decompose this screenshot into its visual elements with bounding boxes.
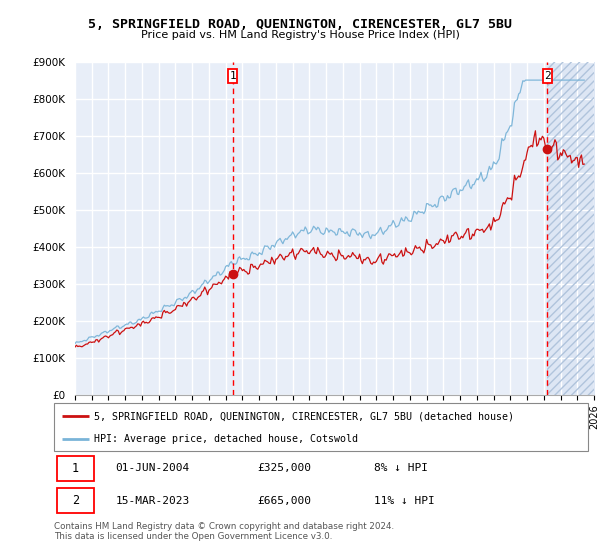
Text: Contains HM Land Registry data © Crown copyright and database right 2024.
This d: Contains HM Land Registry data © Crown c… <box>54 522 394 542</box>
Text: 15-MAR-2023: 15-MAR-2023 <box>115 496 190 506</box>
Text: 2: 2 <box>544 71 551 81</box>
Text: Price paid vs. HM Land Registry's House Price Index (HPI): Price paid vs. HM Land Registry's House … <box>140 30 460 40</box>
Text: HPI: Average price, detached house, Cotswold: HPI: Average price, detached house, Cots… <box>94 434 358 444</box>
FancyBboxPatch shape <box>56 488 94 514</box>
Text: £325,000: £325,000 <box>257 464 311 473</box>
FancyBboxPatch shape <box>56 455 94 481</box>
Bar <box>547 62 594 395</box>
Text: 5, SPRINGFIELD ROAD, QUENINGTON, CIRENCESTER, GL7 5BU (detached house): 5, SPRINGFIELD ROAD, QUENINGTON, CIRENCE… <box>94 411 514 421</box>
Text: 01-JUN-2004: 01-JUN-2004 <box>115 464 190 473</box>
Text: 8% ↓ HPI: 8% ↓ HPI <box>374 464 428 473</box>
FancyBboxPatch shape <box>54 403 588 451</box>
FancyBboxPatch shape <box>542 69 552 83</box>
FancyBboxPatch shape <box>228 69 238 83</box>
Text: 2: 2 <box>72 494 79 507</box>
Text: 5, SPRINGFIELD ROAD, QUENINGTON, CIRENCESTER, GL7 5BU: 5, SPRINGFIELD ROAD, QUENINGTON, CIRENCE… <box>88 18 512 31</box>
Text: £665,000: £665,000 <box>257 496 311 506</box>
Text: 11% ↓ HPI: 11% ↓ HPI <box>374 496 435 506</box>
Text: 1: 1 <box>72 462 79 475</box>
Text: 1: 1 <box>229 71 236 81</box>
